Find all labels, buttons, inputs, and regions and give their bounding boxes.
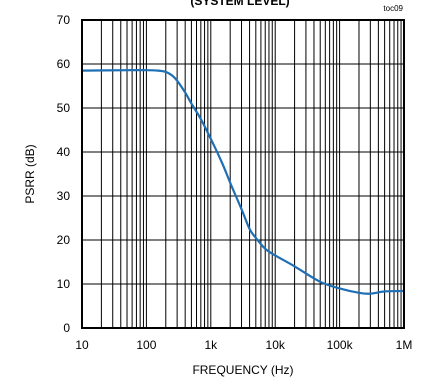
plot-frame: [81, 19, 405, 329]
x-tick-label: 1M: [396, 338, 413, 352]
psrr-series-line: [81, 69, 405, 295]
x-tick-label: 10k: [266, 338, 286, 352]
x-tick-label: 1k: [204, 338, 218, 352]
y-tick-label: 10: [57, 277, 71, 291]
x-axis-label: FREQUENCY (Hz): [192, 363, 293, 377]
x-tick-label: 10: [75, 338, 89, 352]
y-tick-label: 20: [57, 233, 71, 247]
y-tick-label: 60: [57, 57, 71, 71]
x-tick-label: 100k: [327, 338, 354, 352]
x-tick-label: 100: [136, 338, 156, 352]
y-tick-label: 70: [57, 13, 71, 27]
series-layer: [81, 69, 405, 295]
y-tick-label: 50: [57, 101, 71, 115]
y-tick-label: 40: [57, 145, 71, 159]
figure-tag: toc09: [383, 4, 403, 13]
y-tick-label: 30: [57, 189, 71, 203]
grid: [82, 20, 404, 328]
tick-labels: 10 100 1k 10k 100k 1M 0 10 20 30 40 50 60 70: [57, 13, 413, 352]
chart-title: (SYSTEM LEVEL): [190, 0, 289, 8]
y-axis-label: PSRR (dB): [23, 144, 37, 203]
y-tick-label: 0: [63, 321, 70, 335]
